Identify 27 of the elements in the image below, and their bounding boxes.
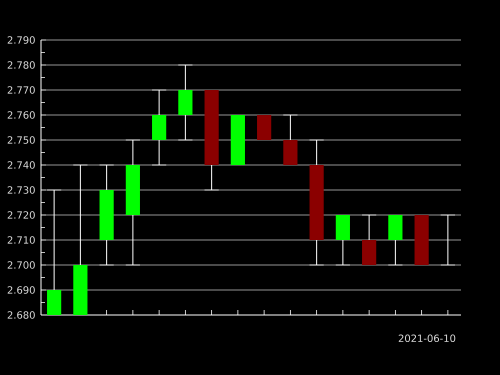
candlestick bbox=[335, 215, 350, 266]
x-axis-title: 2021-06-10 bbox=[398, 334, 456, 342]
candlestick bbox=[99, 164, 114, 266]
y-tick-label: 2.730 bbox=[8, 186, 35, 194]
y-tick-label: 2.680 bbox=[8, 311, 35, 319]
candlestick bbox=[362, 214, 377, 265]
y-tick-label: 2.710 bbox=[8, 236, 35, 244]
candlestick bbox=[414, 215, 429, 265]
y-tick-label: 2.760 bbox=[8, 111, 35, 119]
y-tick-label: 2.700 bbox=[8, 261, 35, 269]
candlestick bbox=[125, 140, 140, 266]
y-tick-label: 2.720 bbox=[8, 211, 35, 219]
candlestick bbox=[388, 215, 403, 266]
y-tick-label: 2.780 bbox=[8, 61, 35, 69]
y-tick-label: 2.750 bbox=[8, 136, 35, 144]
y-tick-label: 2.770 bbox=[8, 86, 35, 94]
y-tick-label: 2.690 bbox=[8, 286, 35, 294]
candlestick bbox=[204, 90, 220, 190]
candlestick bbox=[178, 64, 193, 140]
candlestick bbox=[230, 115, 245, 165]
candlestick bbox=[309, 140, 324, 266]
candlestick bbox=[440, 214, 456, 266]
candlestick bbox=[152, 90, 167, 166]
candlestick bbox=[257, 115, 272, 140]
y-tick-label: 2.790 bbox=[8, 36, 35, 44]
y-tick-label: 2.740 bbox=[8, 161, 35, 169]
candlestick bbox=[282, 114, 298, 165]
